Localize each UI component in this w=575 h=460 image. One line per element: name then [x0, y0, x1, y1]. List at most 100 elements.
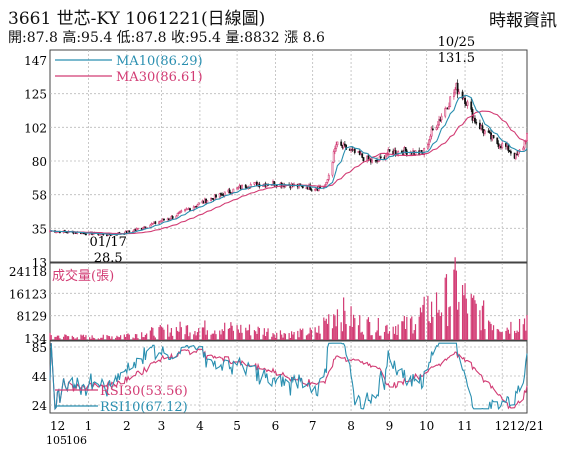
- candle-body: [331, 162, 334, 176]
- volume-bar: [154, 337, 156, 340]
- candle-body: [439, 119, 442, 121]
- candle-body: [176, 213, 179, 217]
- volume-bar: [473, 295, 475, 340]
- volume-bar: [246, 330, 248, 340]
- candle-body: [336, 141, 339, 146]
- volume-bar: [299, 328, 301, 340]
- volume-bar: [101, 337, 103, 340]
- price-tick-label: 58: [32, 189, 47, 203]
- volume-bar: [91, 335, 93, 340]
- candle-body: [457, 91, 460, 95]
- candle-body: [466, 101, 469, 106]
- x-tick-label: 4: [196, 419, 204, 433]
- candle-body: [325, 182, 328, 186]
- volume-bar: [387, 333, 389, 340]
- volume-bar: [309, 327, 311, 340]
- x-tick-label: 11: [457, 419, 472, 433]
- volume-bar: [159, 324, 161, 340]
- candle-body: [358, 150, 361, 155]
- volume-bar: [64, 334, 66, 340]
- rsi-tick-label: 85: [32, 341, 47, 355]
- volume-bar: [263, 328, 265, 340]
- x-tick-label: 6: [272, 419, 280, 433]
- candle-body: [464, 97, 466, 104]
- volume-bar: [120, 335, 122, 340]
- volume-bar: [470, 294, 472, 340]
- volume-bar: [318, 325, 320, 340]
- volume-bar: [175, 327, 177, 340]
- volume-bar: [100, 337, 102, 340]
- volume-bar: [290, 331, 293, 340]
- volume-bar: [300, 330, 303, 340]
- volume-bar: [178, 331, 180, 340]
- x-sub-label-roc105: 105: [46, 434, 67, 447]
- volume-bar: [168, 336, 170, 340]
- candle-body: [517, 150, 520, 155]
- volume-bar: [144, 334, 147, 340]
- candle-body: [371, 159, 374, 163]
- volume-bar: [474, 300, 476, 340]
- candle-body: [154, 221, 157, 224]
- volume-bar: [111, 336, 113, 340]
- volume-bar: [230, 322, 232, 340]
- candle-body: [487, 130, 490, 133]
- candle-body: [327, 174, 330, 180]
- volume-bar: [359, 315, 361, 340]
- volume-bar: [422, 304, 424, 340]
- volume-bar: [214, 330, 216, 340]
- x-tick-label: 9: [386, 419, 394, 433]
- candle-body: [454, 89, 457, 94]
- price-tick-label: 147: [24, 54, 47, 68]
- volume-bar: [65, 334, 67, 340]
- candle-body: [426, 143, 429, 149]
- volume-bar: [457, 309, 459, 340]
- price-tick-label: 13: [32, 256, 47, 270]
- volume-bar: [74, 338, 76, 340]
- candle-body: [171, 216, 174, 219]
- volume-bar: [210, 334, 212, 340]
- candle-body: [403, 147, 406, 156]
- x-tick-label: 12: [495, 419, 510, 433]
- volume-tick-label: 134: [24, 332, 47, 346]
- volume-bar: [185, 325, 187, 340]
- volume-bar: [58, 335, 60, 340]
- volume-bar: [336, 309, 339, 340]
- volume-bar: [518, 318, 521, 340]
- volume-bar: [412, 333, 414, 340]
- volume-bar: [102, 334, 104, 340]
- candle-body: [379, 156, 382, 159]
- volume-bar: [149, 330, 151, 340]
- volume-bar: [72, 337, 75, 340]
- volume-bar: [179, 321, 181, 340]
- candle-body: [461, 91, 464, 99]
- candle-body: [428, 139, 431, 145]
- candle-body: [343, 143, 346, 146]
- volume-bar: [461, 285, 464, 340]
- price-tick-label: 125: [24, 88, 47, 102]
- rsi-legend-label: RSI10(67.12): [100, 400, 188, 415]
- volume-bar: [453, 269, 455, 340]
- volume-bar: [49, 332, 51, 340]
- volume-bar: [163, 329, 165, 340]
- candle-body: [436, 124, 439, 128]
- volume-bar: [317, 332, 319, 340]
- volume-bar: [126, 334, 128, 340]
- volume-bar: [403, 315, 405, 340]
- volume-bar: [484, 329, 486, 340]
- candle-body: [449, 96, 452, 107]
- volume-bar: [247, 330, 249, 340]
- volume-bar: [90, 338, 92, 340]
- x-tick-label: 12/21: [510, 419, 545, 433]
- candle-body: [514, 153, 517, 159]
- volume-bar: [227, 328, 230, 340]
- volume-bar: [360, 332, 362, 340]
- volume-bar: [319, 333, 321, 340]
- candle-body: [228, 189, 231, 194]
- candle-body: [196, 204, 199, 207]
- candle-body: [326, 179, 329, 183]
- candle-body: [378, 156, 381, 162]
- volume-bar: [167, 324, 169, 340]
- volume-bar: [331, 328, 334, 340]
- volume-bar: [211, 333, 213, 340]
- volume-bar: [525, 330, 527, 340]
